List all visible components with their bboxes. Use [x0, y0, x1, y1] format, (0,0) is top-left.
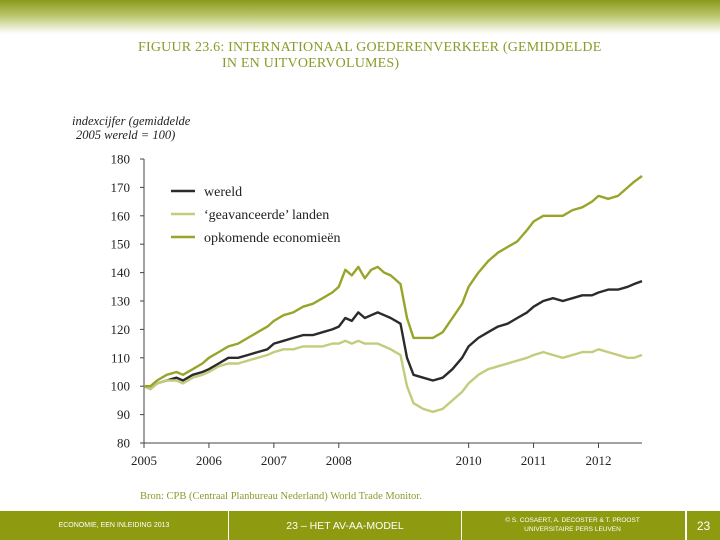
y-axis-title-line-2: 2005 wereld = 100) [76, 128, 176, 142]
chart-series-lines [143, 175, 643, 413]
x-tick-label: 2005 [131, 453, 157, 468]
y-tick-label: 80 [117, 436, 130, 451]
footer-book-title: ECONOMIE, EEN INLEIDING 2013 [58, 522, 170, 529]
series-line-geavanceerde [143, 339, 643, 413]
legend-label-wereld: wereld [204, 185, 242, 200]
x-tick-label: 2006 [196, 453, 223, 468]
footer-copyright-line-1: © S. COSAERT, A. DECOSTER & T. PROOST [505, 517, 640, 524]
y-tick-label: 170 [111, 180, 131, 195]
footer-chapter-title: 23 – HET AV-AA-MODEL [228, 511, 462, 540]
y-tick-label: 160 [111, 208, 131, 223]
chart-axes: 80 90 100 110 120 130 140 150 160 170 180 2005 2006 2… [111, 152, 642, 468]
y-axis-title-line-1: indexcijfer (gemiddelde [72, 114, 191, 128]
figure-title-line-2: IN EN UITVOERVOLUMES) [222, 56, 400, 71]
footer-bar: ECONOMIE, EEN INLEIDING 2013 23 – HET AV… [0, 511, 720, 540]
top-decorative-band [0, 0, 720, 34]
y-tick-label: 120 [111, 322, 131, 337]
figure-title-line-1: FIGUUR 23.6: INTERNATIONAAL GOEDERENVERK… [138, 40, 602, 55]
x-tick-label: 2011 [521, 453, 547, 468]
chart-legend: wereld ‘geavanceerde’ landen opkomende eco… [171, 185, 340, 246]
chart-source: Bron: CPB (Centraal Planbureau Nederland… [140, 491, 422, 502]
y-tick-label: 110 [111, 350, 130, 365]
figure-title: FIGUUR 23.6: INTERNATIONAAL GOEDERENVERK… [138, 40, 698, 72]
x-tick-label: 2012 [585, 453, 611, 468]
y-tick-label: 100 [111, 379, 131, 394]
y-tick-label: 140 [111, 265, 131, 280]
legend-label-opkomende: opkomende economieën [204, 231, 340, 246]
series-line-wereld [143, 279, 643, 391]
legend-label-geavanceerde: ‘geavanceerde’ landen [204, 208, 329, 223]
x-tick-label: 2008 [326, 453, 352, 468]
x-tick-label: 2007 [261, 453, 288, 468]
footer-copyright: © S. COSAERT, A. DECOSTER & T. PROOST UN… [460, 511, 685, 540]
y-tick-label: 130 [111, 294, 131, 309]
y-tick-label: 90 [117, 407, 130, 422]
series-line-opkomende [144, 175, 643, 388]
footer-copyright-line-2: UNIVERSITAIRE PERS LEUVEN [524, 525, 621, 533]
y-tick-label: 150 [111, 237, 131, 252]
y-tick-label: 180 [111, 152, 131, 167]
page-number: 23 [685, 511, 720, 540]
x-tick-label: 2010 [456, 453, 482, 468]
y-axis-title: indexcijfer (gemiddelde 2005 wereld = 10… [72, 114, 232, 142]
